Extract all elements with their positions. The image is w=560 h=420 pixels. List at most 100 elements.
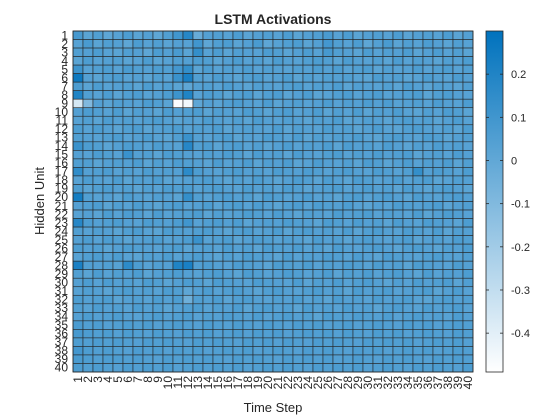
heatmap-cell [382,286,394,296]
heatmap-cell [162,226,174,236]
heatmap-cell [442,201,454,211]
x-tick-label: 39 [451,376,465,390]
heatmap-cell [272,337,284,347]
heatmap-cell [262,30,274,40]
heatmap-cell [132,277,144,288]
heatmap-cell [212,167,224,177]
heatmap-cell [252,260,264,271]
heatmap-cell [232,363,244,373]
heatmap-cell [142,81,154,91]
heatmap-cell [402,226,414,236]
heatmap-cell [232,115,244,126]
heatmap-cell [272,363,284,373]
heatmap-cell [122,98,134,109]
heatmap-cell [412,243,424,253]
heatmap-cell [342,81,354,91]
heatmap-cell [242,133,254,143]
heatmap-cell [242,81,254,91]
heatmap-cell [102,269,114,279]
heatmap-cell [82,124,94,134]
heatmap-cell [302,320,314,330]
heatmap-cell [142,107,154,117]
heatmap-cell [172,107,184,117]
heatmap-cell [72,73,84,83]
heatmap-cell [162,363,174,373]
heatmap-cell [332,312,344,322]
heatmap-cell [162,64,174,74]
heatmap-cell [292,81,304,91]
heatmap-cell [172,269,184,279]
heatmap-cell [172,39,184,49]
heatmap-cell [252,218,264,228]
heatmap-cell [382,47,394,57]
heatmap-cell [372,235,384,245]
heatmap-cell [332,39,344,49]
heatmap-cell [382,56,394,66]
heatmap-cell [212,81,224,91]
heatmap-cell [412,337,424,347]
heatmap-cell [72,312,84,322]
heatmap-cell [382,363,394,373]
heatmap-cell [232,201,244,211]
heatmap-cell [282,312,294,322]
heatmap-cell [202,175,214,185]
heatmap-cell [302,277,314,288]
heatmap-cell [112,337,124,347]
heatmap-cell [162,294,174,305]
heatmap-cell [462,243,474,253]
heatmap-cell [242,303,254,313]
heatmap-cell [272,124,284,134]
heatmap-cell [172,329,184,339]
heatmap-cell [112,133,124,143]
heatmap-cell [302,133,314,143]
heatmap-cell [292,269,304,279]
heatmap-cell [272,64,284,74]
heatmap-cell [132,354,144,364]
heatmap-cell [272,56,284,66]
heatmap-cell [222,354,234,364]
heatmap-cell [392,303,404,313]
heatmap-cell [92,141,104,151]
heatmap-cell [432,107,444,117]
heatmap-cell [312,47,324,57]
heatmap-cell [72,115,84,126]
heatmap-cell [432,56,444,66]
heatmap-cell [122,226,134,236]
heatmap-cell [122,47,134,57]
heatmap-cell [172,337,184,347]
heatmap-cell [312,235,324,245]
heatmap-cell [402,64,414,74]
heatmap-cell [202,107,214,117]
heatmap-cell [192,329,204,339]
heatmap-cell [382,98,394,109]
heatmap-cell [182,192,194,202]
heatmap-cell [392,73,404,83]
heatmap-cell [382,346,394,356]
heatmap-cell [162,243,174,253]
heatmap-cell [232,269,244,279]
heatmap-cell [412,167,424,177]
heatmap-cell [122,81,134,91]
heatmap-cell [392,346,404,356]
heatmap-cell [312,184,324,194]
heatmap-cell [352,107,364,117]
heatmap-cell [192,192,204,202]
x-tick-label: 27 [331,376,345,390]
heatmap-cell [312,354,324,364]
heatmap-cell [132,303,144,313]
heatmap-cell [412,209,424,219]
heatmap-cell [232,320,244,330]
heatmap-cell [102,73,114,83]
heatmap-cell [282,235,294,245]
heatmap-cell [412,192,424,202]
heatmap-cell [432,354,444,364]
heatmap-cell [242,141,254,151]
heatmap-cell [242,73,254,83]
heatmap-cell [132,167,144,177]
heatmap-cell [222,133,234,143]
heatmap-cell [352,235,364,245]
heatmap-cell [182,184,194,194]
x-tick-label: 26 [321,376,335,390]
heatmap-cell [152,30,164,40]
heatmap-cell [92,286,104,296]
